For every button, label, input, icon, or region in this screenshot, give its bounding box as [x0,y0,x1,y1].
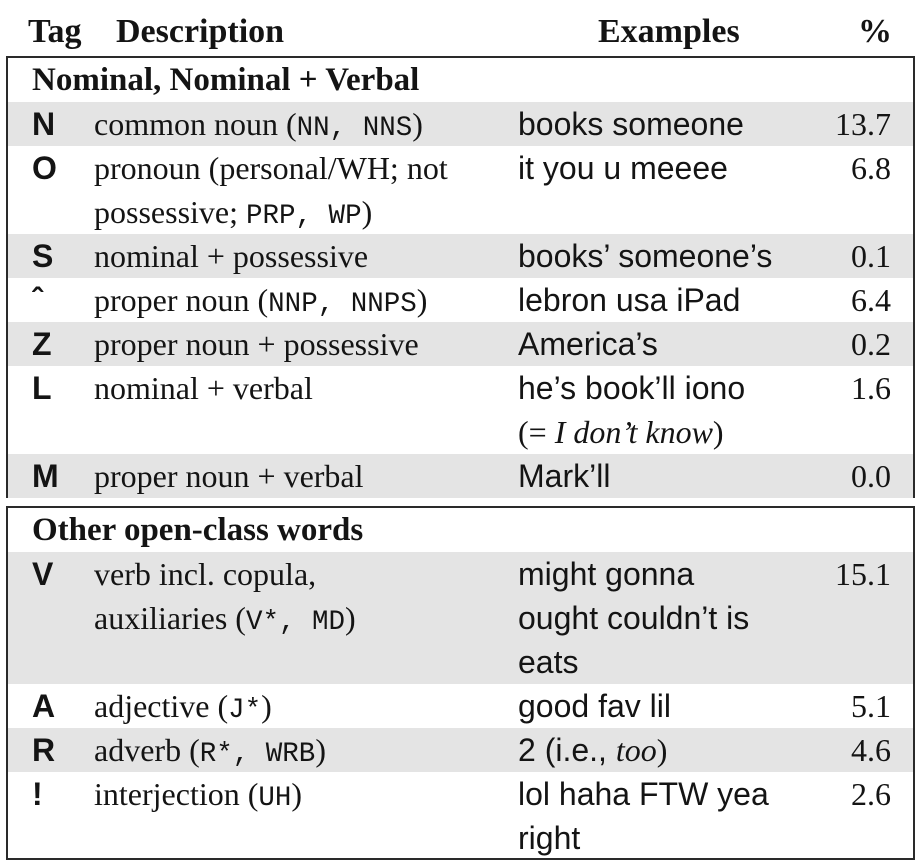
percent-cell: 1.6 [851,370,891,406]
examples-cell: Mark’ll [518,458,611,494]
header-percent: % [858,13,892,50]
percent-cell: 5.1 [851,688,891,724]
tag-cell: L [32,370,52,406]
percent-cell: 13.7 [835,106,891,142]
tag-cell: O [32,150,57,186]
description-cell: interjection (UH) [94,776,303,814]
tag-cell: V [32,556,54,592]
description-cell: adverb (R*, WRB) [94,732,326,770]
description-cell: adjective (J*) [94,688,272,726]
section-nominal: Nominal, Nominal + Verbal N common noun … [6,56,915,498]
tag-cell: R [32,732,56,768]
examples-cell: America’s [518,326,658,362]
table-row: V verb incl. copula, auxiliaries (V*, MD… [8,552,913,684]
examples-cell: 2 (i.e., too) [518,732,668,768]
table-row: Z proper noun + possessive America’s 0.2 [8,322,913,366]
table-row: R adverb (R*, WRB) 2 (i.e., too) 4.6 [8,728,913,772]
section-title: Other open-class words [32,512,364,548]
percent-cell: 2.6 [851,776,891,812]
tag-cell: Z [32,326,52,362]
description-cell: nominal + verbal [94,370,313,406]
description-cell: common noun (NN, NNS) [94,106,423,144]
table-header: Tag Description Examples % [0,10,920,54]
table-row: L nominal + verbal he’s book’ll iono (= … [8,366,913,454]
percent-cell: 0.1 [851,238,891,274]
examples-cell: good fav lil [518,688,671,724]
percent-cell: 0.2 [851,326,891,362]
description-cell: proper noun (NNP, NNPS) [94,282,428,320]
percent-cell: 15.1 [835,556,891,592]
table-row: ˆ proper noun (NNP, NNPS) lebron usa iPa… [8,278,913,322]
section-other-open-class: Other open-class words V verb incl. copu… [6,506,915,860]
description-cell: proper noun + possessive [94,326,419,362]
table-row: O pronoun (personal/WH; not possessive; … [8,146,913,234]
header-examples: Examples [598,13,740,50]
header-description: Description [116,13,285,50]
examples-cell: it you u meeee [518,150,728,186]
description-cell: pronoun (personal/WH; not possessive; PR… [94,150,448,232]
percent-cell: 0.0 [851,458,891,494]
table-row: M proper noun + verbal Mark’ll 0.0 [8,454,913,498]
tag-cell: N [32,106,56,142]
percent-cell: 6.4 [851,282,891,318]
examples-cell: books’ someone’s [518,238,773,274]
tag-cell: ! [32,776,43,812]
percent-cell: 4.6 [851,732,891,768]
examples-cell: books someone [518,106,744,142]
section-title: Nominal, Nominal + Verbal [32,62,420,98]
table-row: S nominal + possessive books’ someone’s … [8,234,913,278]
examples-cell: lol haha FTW yea right [518,776,769,856]
description-cell: nominal + possessive [94,238,369,274]
table-row: N common noun (NN, NNS) books someone 13… [8,102,913,146]
tag-cell: M [32,458,59,494]
table-row: A adjective (J*) good fav lil 5.1 [8,684,913,728]
tag-cell: S [32,238,54,274]
description-cell: verb incl. copula, auxiliaries (V*, MD) [94,556,356,638]
examples-cell: lebron usa iPad [518,282,741,318]
percent-cell: 6.8 [851,150,891,186]
examples-cell: he’s book’ll iono (= I don’t know) [518,370,746,450]
examples-cell: might gonna ought couldn’t is eats [518,556,750,680]
table-row: ! interjection (UH) lol haha FTW yea rig… [8,772,913,860]
tag-cell: ˆ [32,282,43,318]
description-cell: proper noun + verbal [94,458,364,494]
header-tag: Tag [28,13,82,50]
tag-cell: A [32,688,56,724]
